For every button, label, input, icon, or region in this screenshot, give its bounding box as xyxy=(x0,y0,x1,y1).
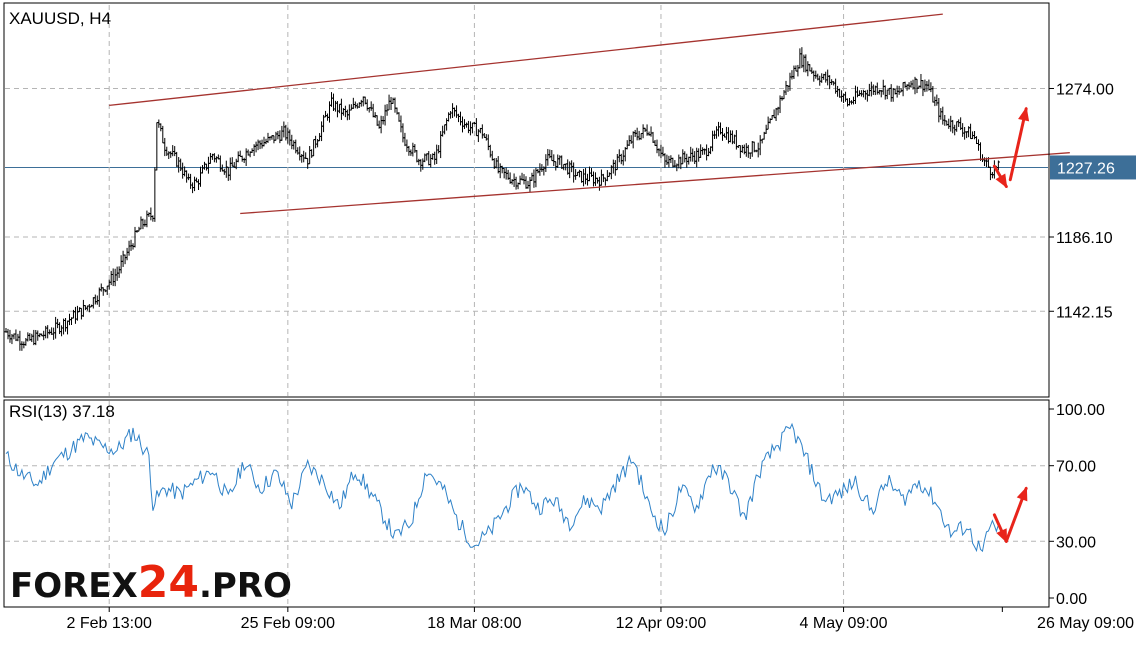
rsi-down-arrow-head xyxy=(996,528,1008,544)
rsi-grid xyxy=(5,408,1054,599)
rsi-line xyxy=(5,422,999,553)
x-tick-label: 18 Mar 08:00 xyxy=(427,615,521,632)
logo-text: FOREX24.PRO xyxy=(10,557,292,608)
channel-lines xyxy=(109,13,1070,215)
rsi-title: RSI(13) 37.18 xyxy=(9,402,115,421)
down-arrow-head xyxy=(995,173,1008,189)
logo-part-24: 24 xyxy=(138,557,199,608)
lower-channel xyxy=(240,152,1070,215)
rsi-down-arrow xyxy=(992,513,1008,544)
rsi-pane-frame xyxy=(3,399,1050,608)
logo-part-pro: .PRO xyxy=(199,566,292,606)
price-bars xyxy=(4,47,1000,351)
price-tick-label: 1186.10 xyxy=(1056,230,1113,247)
x-tick-label: 26 May 09:00 xyxy=(1037,615,1134,632)
up-arrow xyxy=(1008,106,1030,182)
vertical-grid xyxy=(108,5,1003,612)
rsi-tick-label: 0.00 xyxy=(1056,591,1087,608)
current-price-badge: 1227.26 xyxy=(1050,155,1136,180)
price-title: XAUUSD, H4 xyxy=(9,9,111,28)
ohlc-bar xyxy=(996,160,1000,171)
down-arrow xyxy=(992,164,1008,189)
up-arrow-head xyxy=(1018,106,1030,122)
x-tick-label: 12 Apr 09:00 xyxy=(616,615,707,632)
rsi-up-arrow-head xyxy=(1016,486,1028,502)
price-pane-frame xyxy=(3,2,1050,398)
forex24-logo: FOREX24.PRO xyxy=(10,557,292,608)
up-arrow-shaft xyxy=(1008,107,1028,182)
x-tick-label: 25 Feb 09:00 xyxy=(241,615,335,632)
rsi-tick-label: 70.00 xyxy=(1056,459,1096,476)
rsi-up-arrow xyxy=(1004,486,1028,543)
price-arrows xyxy=(992,106,1030,189)
logo-part-forex: FOREX xyxy=(10,566,138,606)
rsi-series-line xyxy=(5,422,999,553)
x-tick-label: 4 May 09:00 xyxy=(800,615,888,632)
upper-channel xyxy=(109,13,943,107)
price-tick-label: 1274.00 xyxy=(1056,81,1114,98)
x-tick-label: 2 Feb 13:00 xyxy=(67,615,153,632)
rsi-tick-label: 30.00 xyxy=(1056,534,1096,551)
rsi-tick-label: 100.00 xyxy=(1056,402,1105,419)
rsi-arrows xyxy=(992,486,1028,544)
price-tick-label: 1142.15 xyxy=(1056,304,1113,321)
current-price-label: 1227.26 xyxy=(1057,160,1115,177)
